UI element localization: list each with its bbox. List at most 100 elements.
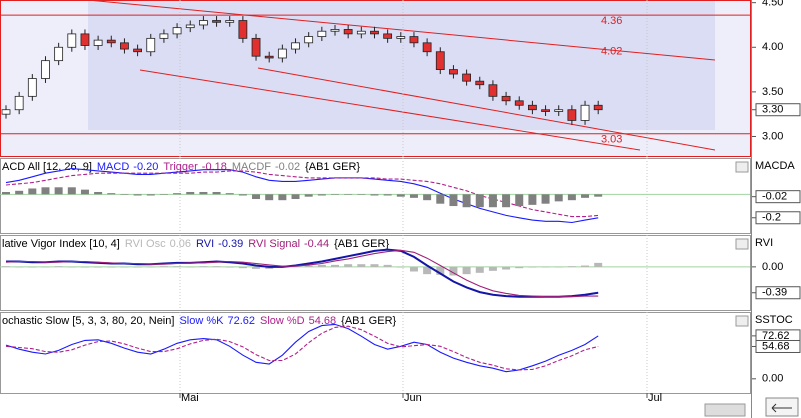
legend-value: -0.39 <box>218 238 243 250</box>
value-box <box>755 286 801 300</box>
histogram-bar <box>331 264 339 267</box>
scrollbar[interactable] <box>704 403 746 417</box>
histogram-bar <box>186 191 195 195</box>
histogram-bar <box>173 266 182 267</box>
panel-header: lative Vigor Index [10, 4] RVI Osc 0.06 RVI… <box>2 238 389 250</box>
panel-button[interactable] <box>735 161 749 173</box>
histogram-bar <box>567 266 576 267</box>
histogram-bar <box>41 187 50 195</box>
value-label: -0.2 <box>762 212 781 224</box>
candle-body <box>514 100 524 106</box>
histogram-bar <box>528 266 537 268</box>
series-line <box>5 325 599 371</box>
histogram-bar <box>449 194 458 207</box>
series-line <box>5 249 599 298</box>
panel-border <box>0 235 751 311</box>
candle-body <box>291 42 300 50</box>
histogram-bar <box>383 264 392 267</box>
candle-body <box>462 73 472 82</box>
panel-border <box>0 158 751 234</box>
arrow-icon <box>771 403 792 413</box>
histogram-bar <box>291 194 300 200</box>
value-label: 3.30 <box>762 104 783 116</box>
histogram-bar <box>41 266 50 268</box>
histogram-bar <box>515 266 524 269</box>
candle-body <box>264 55 274 59</box>
histogram-bar <box>594 262 603 267</box>
legend-name: RVI Signal <box>248 238 300 250</box>
trend-line <box>257 67 716 151</box>
histogram-bar <box>252 194 261 200</box>
candle-body <box>580 104 590 121</box>
histogram-bar <box>173 193 182 195</box>
series-line <box>5 323 599 373</box>
candle-body <box>172 27 182 35</box>
candle-body <box>14 95 24 111</box>
candle-body <box>133 48 143 53</box>
histogram-bar <box>541 194 550 204</box>
legend-value: -0.20 <box>133 161 158 173</box>
candle-body <box>27 78 37 97</box>
x-tick-label: Jul <box>648 392 662 404</box>
histogram-bar <box>581 194 590 198</box>
histogram-bar <box>541 266 550 268</box>
x-tick-label: Mai <box>181 392 199 404</box>
candle-body <box>1 109 11 115</box>
panel-button[interactable] <box>735 315 749 327</box>
scroll-icon[interactable] <box>765 397 799 417</box>
histogram-bar <box>357 264 366 267</box>
histogram-bar <box>107 266 116 268</box>
histogram-bar <box>436 194 445 204</box>
candle-body <box>54 46 64 62</box>
histogram-bar <box>146 266 155 268</box>
candle-body <box>93 39 103 46</box>
candle-body <box>317 30 327 37</box>
histogram-bar <box>515 194 524 207</box>
histogram-bar <box>344 194 353 195</box>
candle-body <box>449 69 458 75</box>
panel-button[interactable] <box>735 238 749 250</box>
histogram-bar <box>212 191 221 195</box>
histogram-bar <box>2 191 10 195</box>
histogram-bar <box>554 266 563 268</box>
y-tick-label: 4.00 <box>762 41 783 53</box>
series-line <box>5 167 599 224</box>
histogram-bar <box>28 188 37 195</box>
panel-border <box>0 0 751 157</box>
histogram-bar <box>133 194 142 196</box>
histogram-bar <box>370 264 379 267</box>
candle-body <box>80 33 90 46</box>
histogram-bar <box>317 194 326 196</box>
candle-body <box>501 95 511 102</box>
header-prefix: ACD All [12, 26, 9] <box>2 161 92 173</box>
candle-body <box>396 36 406 39</box>
level-label: 4.02 <box>601 45 622 57</box>
candle-body <box>146 37 156 53</box>
panel-header: ACD All [12, 26, 9] MACD -0.20 Trigger -0.18… <box>2 161 360 173</box>
histogram-bar <box>265 194 274 201</box>
histogram-bar <box>54 187 63 195</box>
candle-body <box>567 109 577 121</box>
histogram-bar <box>212 266 221 267</box>
header-suffix: {AB1 GER} <box>334 238 389 250</box>
histogram-bar <box>581 265 590 267</box>
legend-name: Slow %K <box>179 315 224 327</box>
legend-name: Trigger <box>163 161 198 173</box>
candle-body <box>435 51 445 70</box>
histogram-bar <box>554 194 563 202</box>
candle-body <box>383 33 393 39</box>
series-line <box>6 248 599 298</box>
value-box <box>755 190 801 204</box>
legend-value: -0.44 <box>304 238 329 250</box>
candle-body <box>277 48 287 59</box>
candle-body <box>422 42 432 53</box>
histogram-bar <box>186 266 195 268</box>
histogram-bar <box>199 266 208 267</box>
histogram-bar <box>396 266 405 268</box>
axis-title: SSTOC <box>755 314 793 326</box>
level-label: 3.03 <box>601 134 622 146</box>
candle-body <box>330 29 340 32</box>
histogram-bar <box>199 191 208 195</box>
axis-title: RVI <box>755 237 773 249</box>
histogram-bar <box>304 194 313 197</box>
